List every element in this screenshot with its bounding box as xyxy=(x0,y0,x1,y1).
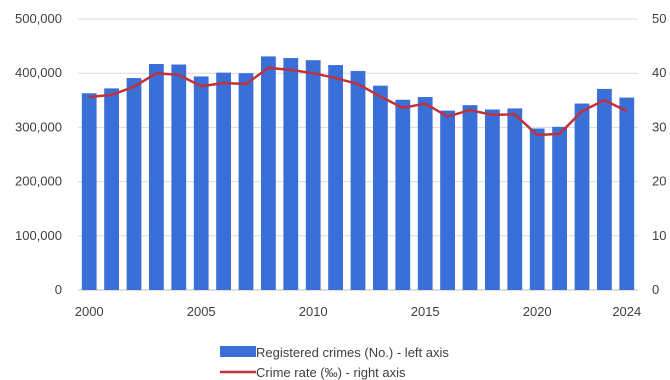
bar xyxy=(417,97,433,290)
bar xyxy=(552,126,567,290)
bar xyxy=(261,56,276,291)
bar xyxy=(171,64,187,290)
x-axis-tick-label: 2020 xyxy=(523,304,552,319)
bar xyxy=(462,105,478,290)
bar xyxy=(350,71,366,290)
bar xyxy=(529,128,545,290)
right-axis-ticks: 0 10 20 30 40 50 xyxy=(652,11,666,297)
bar xyxy=(395,99,411,291)
left-axis-tick-label: 0 xyxy=(55,282,62,297)
left-axis-ticks: 0 100,000 200,000 300,000 400,000 500,000 xyxy=(15,11,62,297)
bar xyxy=(149,63,164,291)
bar xyxy=(81,93,97,290)
left-axis-tick-label: 500,000 xyxy=(15,11,62,26)
right-axis-tick-label: 50 xyxy=(652,11,666,26)
bar xyxy=(216,72,231,291)
x-axis-tick-label: 2015 xyxy=(411,304,440,319)
right-axis-tick-label: 10 xyxy=(652,228,666,243)
legend: Registered crimes (No.) - left axis Crim… xyxy=(220,345,449,380)
bar xyxy=(283,58,299,290)
x-axis-ticks: 2000 2005 2010 2015 2020 2024 xyxy=(75,304,642,319)
right-axis-tick-label: 0 xyxy=(652,282,659,297)
x-axis-tick-label: 2005 xyxy=(187,304,216,319)
left-axis-tick-label: 100,000 xyxy=(15,228,62,243)
bar xyxy=(126,78,142,290)
bar xyxy=(328,65,343,290)
bar xyxy=(373,85,388,290)
legend-label-bars: Registered crimes (No.) - left axis xyxy=(256,345,449,360)
bar xyxy=(597,88,612,290)
line-series xyxy=(89,66,628,137)
bar xyxy=(507,108,523,291)
right-axis-tick-label: 30 xyxy=(652,119,666,134)
x-axis-tick-label: 2000 xyxy=(75,304,104,319)
left-axis-tick-label: 300,000 xyxy=(15,119,62,134)
right-axis-tick-label: 40 xyxy=(652,65,666,80)
bar xyxy=(619,97,635,290)
x-axis-tick-label: 2010 xyxy=(299,304,328,319)
legend-label-line: Crime rate (‰) - right axis xyxy=(256,365,406,380)
crime-rate-line xyxy=(89,66,628,137)
bar xyxy=(485,109,500,290)
x-axis-tick-label: 2024 xyxy=(612,304,641,319)
bar xyxy=(238,73,254,290)
bar xyxy=(104,88,119,290)
left-axis-tick-label: 200,000 xyxy=(15,174,62,189)
bar xyxy=(574,103,590,290)
bar-series xyxy=(81,56,635,291)
bar xyxy=(305,60,321,290)
left-axis-tick-label: 400,000 xyxy=(15,65,62,80)
legend-swatch-bars xyxy=(220,346,256,357)
bar xyxy=(193,76,209,291)
bar xyxy=(440,110,455,291)
right-axis-tick-label: 20 xyxy=(652,174,666,189)
